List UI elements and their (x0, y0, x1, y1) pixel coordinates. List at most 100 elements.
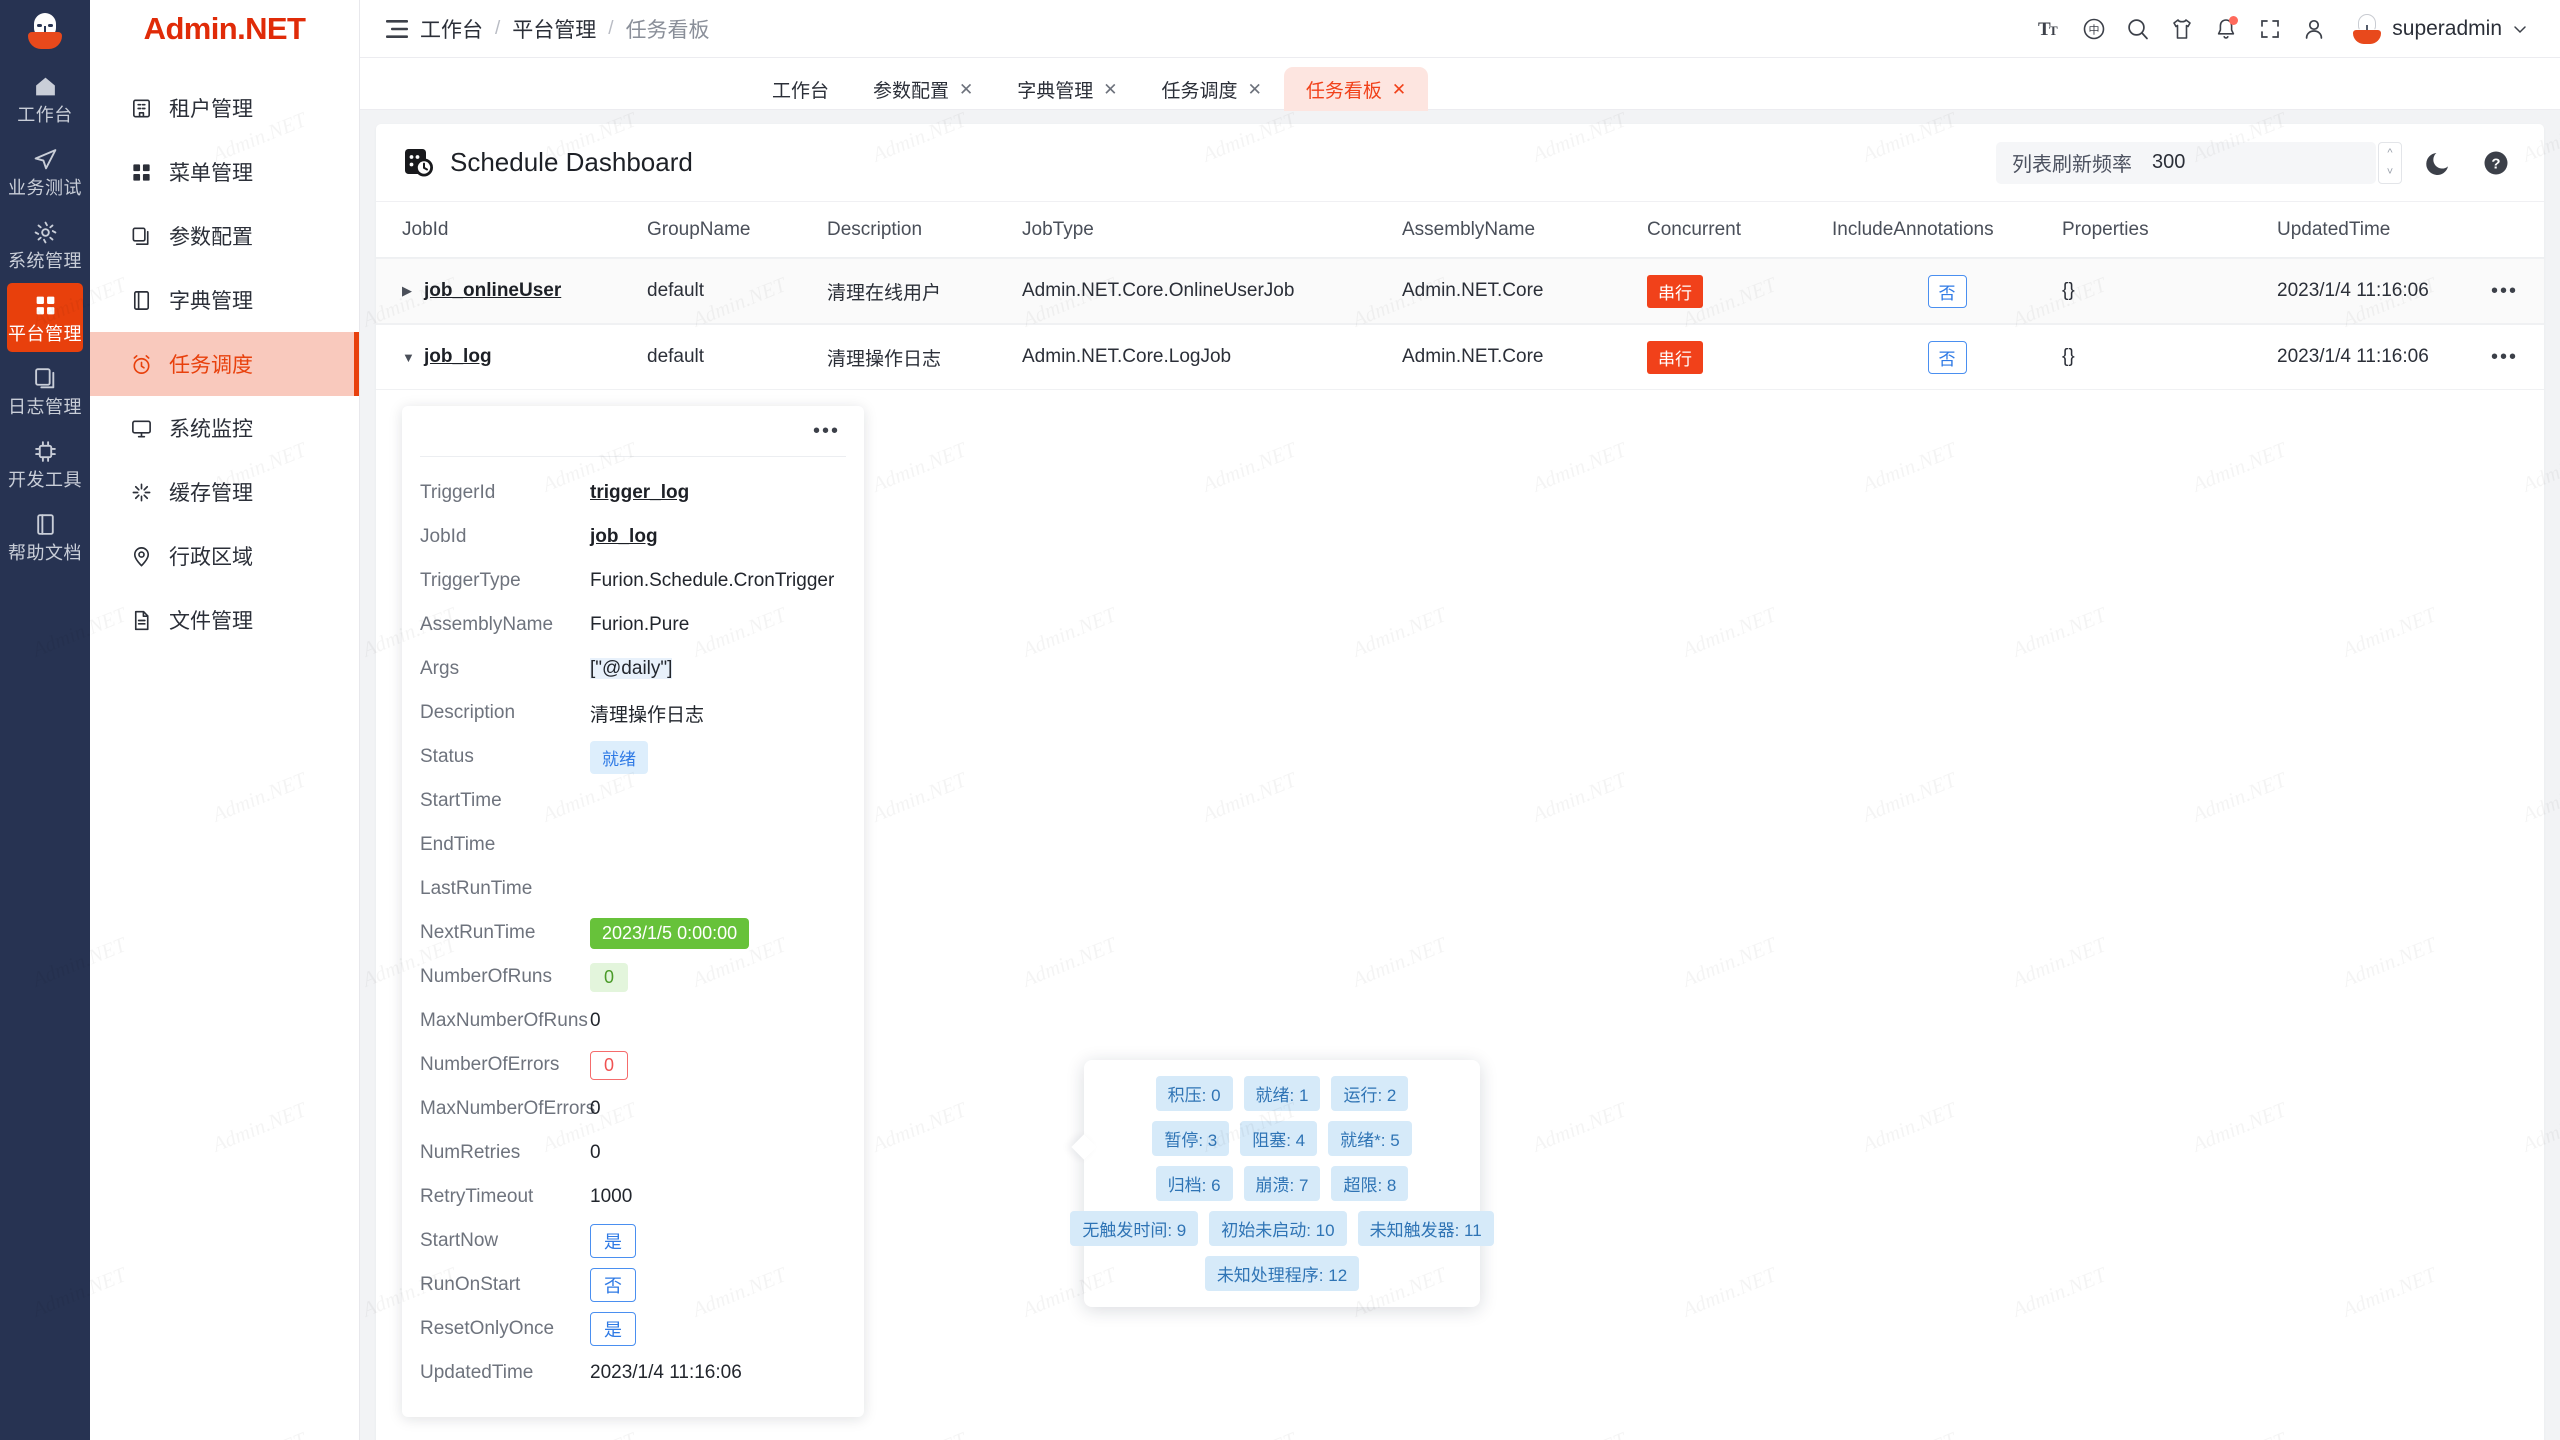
detail-field-row: AssemblyName Furion.Pure (402, 603, 864, 647)
breadcrumb-separator: / (608, 17, 614, 39)
cell-updatedtime: 2023/1/4 11:16:06 (2277, 280, 2429, 301)
dark-mode-moon-icon[interactable] (2420, 145, 2456, 181)
brand-title: Admin.NET (143, 11, 306, 46)
detail-field-value-wrap: 1000 (590, 1186, 632, 1208)
row-expand-toggle-icon[interactable]: ▶ (402, 283, 412, 298)
status-legend-row: 无触发时间: 9 初始未启动: 10 未知触发器: 11 (1070, 1211, 1494, 1246)
cell-includeannotations: 否 (1832, 340, 2062, 374)
row-expand-toggle-icon[interactable]: ▼ (402, 349, 415, 365)
sidebar-item-5[interactable]: 系统监控 (90, 396, 359, 460)
job-id-link[interactable]: job_onlineUser (424, 280, 562, 301)
detail-more-actions-icon[interactable]: ••• (812, 419, 840, 442)
cell-concurrent: 串行 (1647, 340, 1832, 374)
rail-item-4[interactable]: 日志管理 (7, 356, 83, 425)
user-menu[interactable]: superadmin (2352, 13, 2532, 44)
tab-4[interactable]: 任务看板 ✕ (1283, 67, 1429, 111)
stepper-up-icon[interactable]: ^ (2387, 146, 2393, 159)
breadcrumb-item-0[interactable]: 工作台 (420, 18, 483, 42)
fullscreen-icon[interactable] (2248, 7, 2292, 51)
detail-field-value-wrap: 0 (590, 1010, 601, 1032)
rail-item-5[interactable]: 开发工具 (7, 429, 83, 498)
tab-close-icon[interactable]: ✕ (1103, 79, 1118, 99)
table-row[interactable]: ▼ job_log default 清理操作日志 Admin.NET.Core.LogJ… (376, 324, 2544, 390)
cell-jobtype: Admin.NET.Core.LogJob (1022, 346, 1232, 367)
rail-item-1[interactable]: 业务测试 (7, 137, 83, 206)
tab-close-icon[interactable]: ✕ (959, 79, 974, 99)
notification-bell-icon[interactable] (2204, 7, 2248, 51)
status-legend-tag: 就绪: 1 (1243, 1076, 1321, 1111)
sidebar-item-label: 参数配置 (169, 226, 253, 249)
tab-close-icon[interactable]: ✕ (1391, 79, 1407, 99)
breadcrumb: 工作台 / 平台管理 / 任务看板 (420, 14, 710, 44)
tab-label: 工作台 (772, 80, 830, 102)
job-id-link[interactable]: job_log (424, 346, 492, 367)
refresh-frequency-input[interactable] (2152, 151, 2332, 174)
sidebar-item-0[interactable]: 租户管理 (90, 76, 359, 140)
detail-field-value-wrap: 0 (590, 962, 629, 992)
job-detail-region: ••• TriggerId trigger_log JobId job_log Trig… (376, 390, 2544, 1417)
detail-field-value[interactable]: job_log (590, 526, 658, 547)
stepper-down-icon[interactable]: ˅ (2386, 165, 2394, 178)
alarm-icon (130, 353, 153, 376)
detail-field-value: 2023/1/4 11:16:06 (590, 1362, 742, 1383)
notification-badge-dot (2229, 15, 2239, 25)
menu-collapse-icon[interactable] (380, 12, 414, 46)
rail-item-0[interactable]: 工作台 (7, 64, 83, 133)
sidebar-item-6[interactable]: 缓存管理 (90, 460, 359, 524)
grid-icon (33, 293, 58, 318)
rail-item-6[interactable]: 帮助文档 (7, 502, 83, 571)
user-icon[interactable] (2292, 7, 2336, 51)
status-legend-row: 积压: 0 就绪: 1 运行: 2 (1098, 1076, 1466, 1111)
sidebar-item-1[interactable]: 菜单管理 (90, 140, 359, 204)
sidebar-item-7[interactable]: 行政区域 (90, 524, 359, 588)
tab-close-icon[interactable]: ✕ (1247, 79, 1262, 99)
user-name: superadmin (2392, 16, 2502, 40)
tab-0[interactable]: 工作台 (750, 67, 851, 111)
rail-item-2[interactable]: 系统管理 (7, 210, 83, 279)
rail-item-label: 平台管理 (8, 324, 82, 344)
table-row[interactable]: ▶ job_onlineUser default 清理在线用户 Admin.NET.Co… (376, 258, 2544, 324)
status-legend-tag: 初始未启动: 10 (1209, 1211, 1347, 1246)
row-more-actions-icon[interactable]: ••• (2490, 345, 2518, 368)
sidebar-item-2[interactable]: 参数配置 (90, 204, 359, 268)
detail-field-key: StartNow (420, 1230, 499, 1251)
tab-1[interactable]: 参数配置 ✕ (851, 67, 995, 111)
detail-field-key: LastRunTime (420, 878, 533, 899)
tab-2[interactable]: 字典管理 ✕ (995, 67, 1139, 111)
breadcrumb-item-2: 任务看板 (625, 18, 710, 42)
detail-field-value-wrap: 2023/1/4 11:16:06 (590, 1362, 742, 1384)
language-globe-icon[interactable]: 中 (2072, 7, 2116, 51)
dashboard-panel: Schedule Dashboard 列表刷新频率 ^ ˅ (376, 124, 2544, 1440)
page-title: Schedule Dashboard (402, 146, 693, 180)
help-question-icon[interactable]: ? (2478, 145, 2514, 181)
detail-field-list: TriggerId trigger_log JobId job_log TriggerT… (402, 471, 864, 1395)
detail-field-key: NextRunTime (420, 922, 536, 943)
secondary-menu: Admin.NET 租户管理 菜单管理参数配置字典管理 任务调度 系统监控 缓存管理 行政… (90, 0, 360, 1440)
svg-text:中: 中 (2089, 23, 2100, 36)
sidebar-item-4[interactable]: 任务调度 (90, 332, 359, 396)
detail-field-value-wrap: 是 (590, 1312, 636, 1346)
cell-jobtype: Admin.NET.Core.OnlineUserJob (1022, 280, 1295, 301)
search-icon[interactable] (2116, 7, 2160, 51)
book-icon (130, 289, 153, 312)
detail-field-value-wrap: 就绪 (590, 740, 648, 774)
breadcrumb-item-1[interactable]: 平台管理 (512, 18, 597, 42)
home-icon (33, 74, 58, 99)
sidebar-item-8[interactable]: 文件管理 (90, 588, 359, 652)
sidebar-item-3[interactable]: 字典管理 (90, 268, 359, 332)
row-more-actions-icon[interactable]: ••• (2490, 279, 2518, 302)
detail-field-key: Status (420, 746, 474, 767)
detail-field-value: 0 (590, 962, 629, 992)
detail-field-value[interactable]: trigger_log (590, 482, 690, 503)
refresh-frequency-stepper[interactable]: ^ ˅ (2378, 141, 2402, 184)
status-legend-tag: 归档: 6 (1155, 1166, 1233, 1201)
rail-item-3[interactable]: 平台管理 (7, 283, 83, 352)
detail-field-row: NumberOfRuns 0 (402, 955, 864, 999)
detail-field-value-wrap: 否 (590, 1268, 636, 1302)
detail-field-row: JobId job_log (402, 515, 864, 559)
theme-shirt-icon[interactable] (2160, 7, 2204, 51)
tab-3[interactable]: 任务调度 ✕ (1140, 67, 1284, 111)
